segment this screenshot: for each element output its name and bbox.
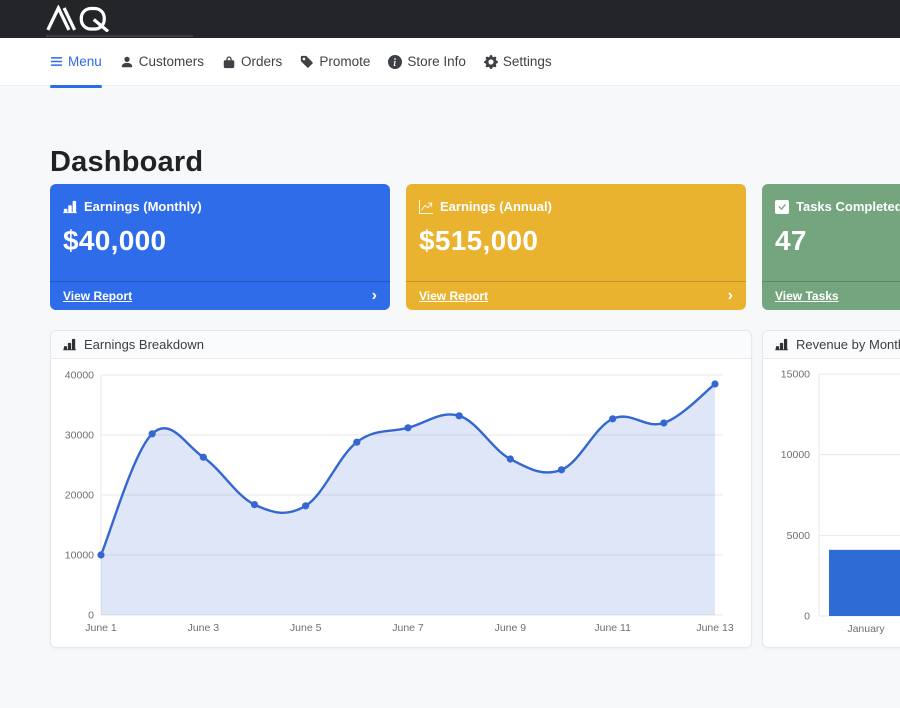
svg-text:June 11: June 11 [594, 622, 631, 634]
nav-label-store-info: Store Info [407, 54, 466, 69]
svg-text:January: January [847, 623, 885, 635]
nav-label-promote: Promote [319, 54, 371, 69]
gear-icon [483, 54, 498, 69]
chevron-right-icon: › [371, 287, 377, 304]
bar-chart-icon [63, 338, 76, 351]
earnings-breakdown-chart: 0 10000 20000 30000 40000 June 1 June 3 June 5 J… [65, 370, 734, 635]
person-icon [121, 56, 133, 67]
nav-label-orders: Orders [241, 54, 283, 69]
view-tasks-link[interactable]: View Tasks › [762, 281, 900, 310]
svg-text:June 13: June 13 [696, 622, 734, 634]
nav-item-store-info[interactable]: Store Info [388, 38, 466, 85]
svg-text:30000: 30000 [65, 430, 94, 442]
brand-logo[interactable] [45, 4, 131, 37]
svg-text:June 5: June 5 [290, 622, 322, 634]
nav-item-menu[interactable]: Menu [50, 38, 102, 88]
nav-item-customers[interactable]: Customers [120, 38, 204, 85]
revenue-by-month-chart: 0 5000 10000 15000 January [781, 369, 900, 635]
stat-card-title: Earnings (Monthly) [84, 199, 202, 214]
stat-card-value: $40,000 [63, 225, 167, 256]
chart-title: Earnings Breakdown [84, 337, 204, 352]
svg-text:June 9: June 9 [495, 622, 527, 634]
view-report-link[interactable]: View Report › [50, 281, 390, 310]
svg-text:5000: 5000 [787, 530, 811, 542]
chevron-right-icon: › [727, 287, 733, 304]
chart-card-header: Revenue by Month [763, 331, 900, 359]
chart-card-header: Earnings Breakdown [51, 331, 751, 359]
brand-logo-graphic [46, 4, 110, 33]
logo-underline [46, 35, 193, 37]
nav-label-settings: Settings [502, 54, 552, 69]
svg-text:June 7: June 7 [392, 622, 424, 634]
tag-icon [301, 55, 314, 68]
svg-text:10000: 10000 [781, 449, 810, 461]
active-tab-indicator [50, 85, 102, 88]
svg-text:0: 0 [88, 610, 94, 622]
stat-card-header: Earnings (Annual) [406, 184, 746, 214]
main-nav: Menu Customers Orders Promote Store I [0, 38, 900, 88]
check-square-icon [775, 199, 789, 214]
stat-card-title: Earnings (Annual) [440, 199, 552, 214]
bar-chart-icon [775, 338, 788, 351]
view-report-link[interactable]: View Report › [406, 281, 746, 310]
stat-card-title: Tasks Completed [796, 199, 900, 214]
stat-card-value: 47 [775, 225, 807, 256]
topbar [0, 0, 900, 38]
nav-item-settings[interactable]: Settings [483, 38, 552, 85]
stat-card-value: $515,000 [419, 225, 539, 256]
nav-label-customers: Customers [138, 54, 205, 69]
svg-text:0: 0 [804, 611, 810, 623]
line-chart-icon [419, 199, 433, 214]
stat-card-header: Earnings (Monthly) [50, 184, 390, 214]
svg-text:15000: 15000 [781, 369, 810, 381]
svg-text:10000: 10000 [65, 550, 94, 562]
revenue-by-month-card: Revenue by Month 0 5000 10000 15000 January [762, 330, 900, 648]
stat-card-header: Tasks Completed [762, 184, 900, 214]
nav-label-menu: Menu [68, 54, 102, 69]
svg-text:June 1: June 1 [85, 622, 117, 634]
svg-text:20000: 20000 [65, 490, 94, 502]
nav-item-orders[interactable]: Orders [222, 38, 282, 85]
stat-card-tasks-completed: Tasks Completed 47 View Tasks › [762, 184, 900, 310]
page-title: Dashboard [50, 146, 204, 178]
stat-card-earnings-annual: Earnings (Annual) $515,000 View Report › [406, 184, 746, 310]
earnings-breakdown-card: Earnings Breakdown 0 10000 20000 30000 40000… [50, 330, 752, 648]
svg-text:40000: 40000 [65, 370, 94, 382]
chart-title: Revenue by Month [796, 337, 900, 352]
nav-item-promote[interactable]: Promote [300, 38, 370, 85]
stat-card-earnings-monthly: Earnings (Monthly) $40,000 View Report › [50, 184, 390, 310]
hamburger-icon [50, 57, 63, 66]
bag-icon [223, 55, 235, 68]
info-circle-icon [388, 54, 403, 69]
svg-text:June 3: June 3 [188, 622, 220, 634]
bar-chart-icon [63, 200, 77, 213]
